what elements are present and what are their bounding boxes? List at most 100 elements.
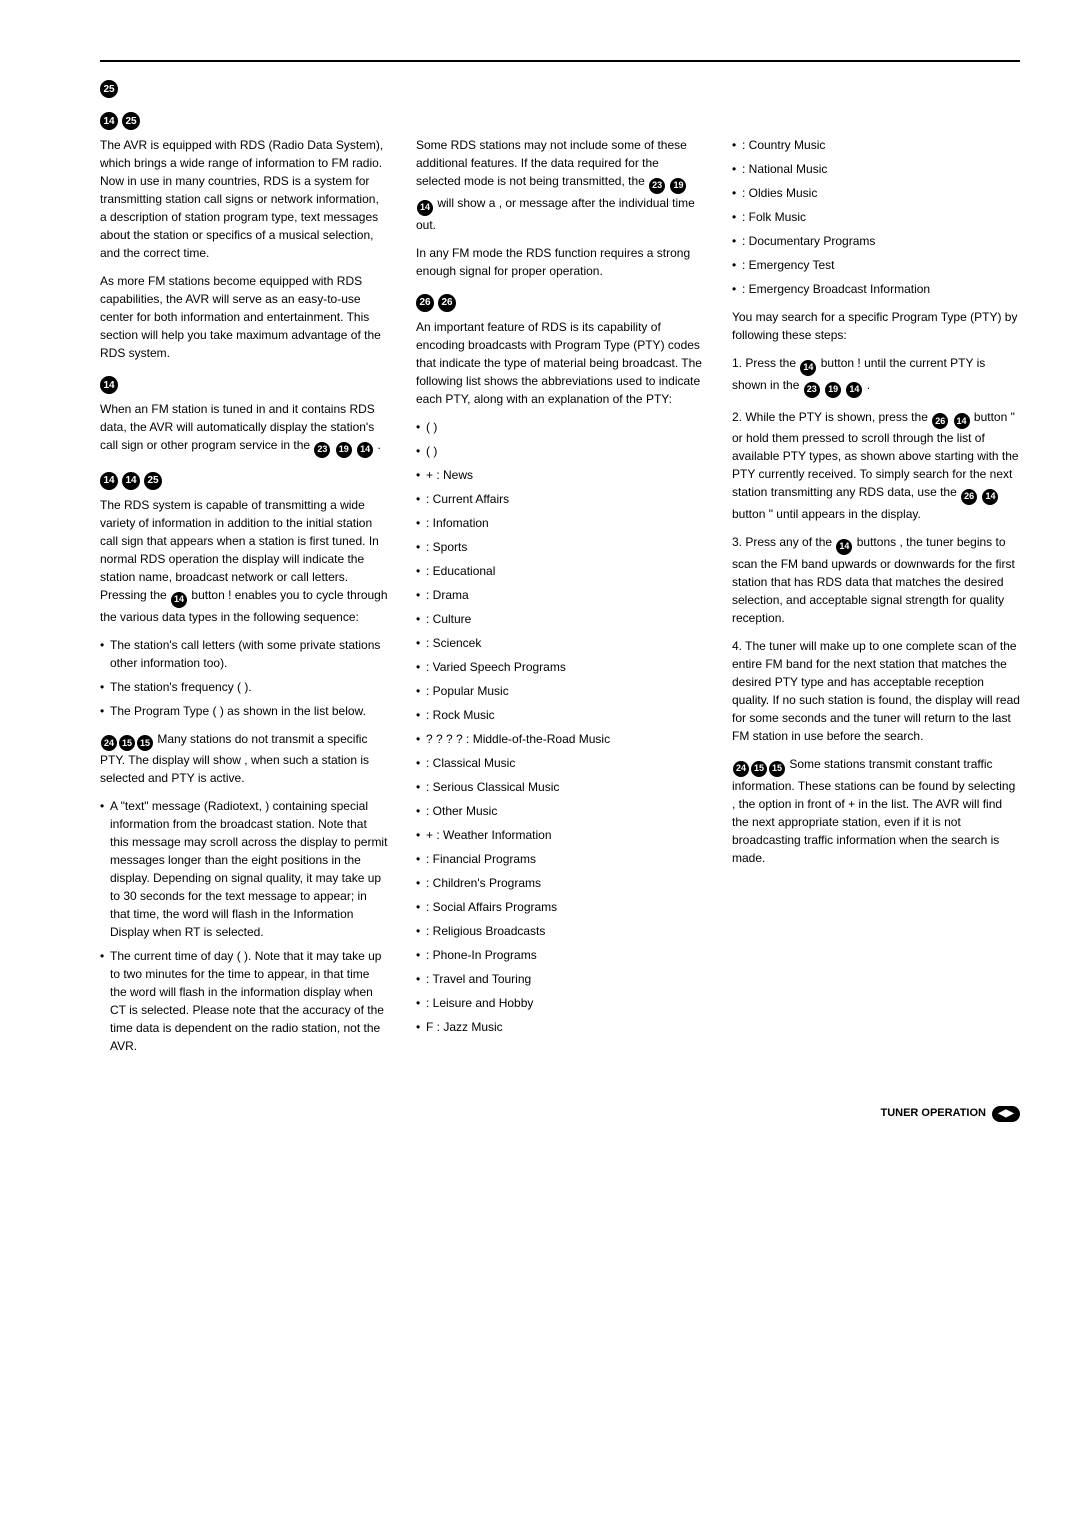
step1a: 1. Press the <box>732 356 796 370</box>
list-item: : Social Affairs Programs <box>416 898 704 916</box>
list-item: : Popular Music <box>416 682 704 700</box>
pty-list: ( ) ( ) + : News : Current Affairs : Inf… <box>416 418 704 1036</box>
list-item: : Financial Programs <box>416 850 704 868</box>
pty-list-2: : Country Music : National Music : Oldie… <box>732 136 1020 298</box>
subsection-display: 14 14 25 <box>100 472 388 490</box>
step2c: button " until appears in the display. <box>732 507 921 521</box>
bullets-1: The station's call letters (with some pr… <box>100 636 388 720</box>
badge-14: 14 <box>100 472 118 490</box>
bullets-2: A "text" message (Radiotext, ) containin… <box>100 797 388 1055</box>
list-item: : Folk Music <box>732 208 1020 226</box>
badge-25: 25 <box>122 112 140 130</box>
p5: Some RDS stations may not include some o… <box>416 136 704 234</box>
p6: In any FM mode the RDS function requires… <box>416 244 704 280</box>
list-item: : Children's Programs <box>416 874 704 892</box>
list-item: : Oldies Music <box>732 184 1020 202</box>
p5a: Some RDS stations may not include some o… <box>416 138 687 188</box>
p3b: . <box>377 438 380 452</box>
badge-14: 14 <box>954 413 970 429</box>
step1: 1. Press the 14 button ! until the curre… <box>732 354 1020 398</box>
list-item: : Emergency Broadcast Information <box>732 280 1020 298</box>
badge-25: 25 <box>144 472 162 490</box>
badge-14: 14 <box>357 442 373 458</box>
list-item: The station's call letters (with some pr… <box>100 636 388 672</box>
p5b: will show a , or message after the indiv… <box>416 196 695 232</box>
step4: 4. The tuner will make up to one complet… <box>732 637 1020 745</box>
list-item: : Classical Music <box>416 754 704 772</box>
list-item: The Program Type ( ) as shown in the lis… <box>100 702 388 720</box>
badge-14: 14 <box>800 360 816 376</box>
list-item: : Drama <box>416 586 704 604</box>
list-item: : Current Affairs <box>416 490 704 508</box>
list-item: ( ) <box>416 418 704 436</box>
list-item: F : Jazz Music <box>416 1018 704 1036</box>
p3a: When an FM station is tuned in and it co… <box>100 402 375 452</box>
note1: 241515 Many stations do not transmit a s… <box>100 730 388 788</box>
step2: 2. While the PTY is shown, press the 26 … <box>732 408 1020 524</box>
badge-26: 26 <box>416 294 434 312</box>
badge-14: 14 <box>982 489 998 505</box>
badge-23: 23 <box>314 442 330 458</box>
badge-23: 23 <box>649 178 665 194</box>
list-item: : Leisure and Hobby <box>416 994 704 1012</box>
list-item: : Varied Speech Programs <box>416 658 704 676</box>
badge-25: 25 <box>100 80 118 98</box>
list-item: The current time of day ( ). Note that i… <box>100 947 388 1055</box>
list-item: The station's frequency ( ). <box>100 678 388 696</box>
badge-26: 26 <box>961 489 977 505</box>
column-3: : Country Music : National Music : Oldie… <box>732 136 1020 1065</box>
badge-26: 26 <box>438 294 456 312</box>
badge-14: 14 <box>836 539 852 555</box>
badge-19: 19 <box>825 382 841 398</box>
list-item: : Travel and Touring <box>416 970 704 988</box>
list-item: + : News <box>416 466 704 484</box>
list-item: : Phone-In Programs <box>416 946 704 964</box>
column-2: Some RDS stations may not include some o… <box>416 136 704 1065</box>
badge-14: 14 <box>417 200 433 216</box>
footer: TUNER OPERATION ◀▶ <box>100 1105 1020 1122</box>
badge-19: 19 <box>336 442 352 458</box>
step1c: . <box>867 378 870 392</box>
list-item: A "text" message (Radiotext, ) containin… <box>100 797 388 941</box>
three-column-layout: The AVR is equipped with RDS (Radio Data… <box>100 136 1020 1065</box>
p3: When an FM station is tuned in and it co… <box>100 400 388 458</box>
list-item: : Culture <box>416 610 704 628</box>
p4: The RDS system is capable of transmittin… <box>100 496 388 626</box>
note2: 241515 Some stations transmit constant t… <box>732 755 1020 867</box>
intro-p1: The AVR is equipped with RDS (Radio Data… <box>100 136 388 262</box>
list-item: : Serious Classical Music <box>416 778 704 796</box>
badge-24: 24 <box>101 735 117 751</box>
subsection-rds: 14 25 <box>100 112 1020 130</box>
list-item: ? ? ? ? : Middle-of-the-Road Music <box>416 730 704 748</box>
list-item: : Infomation <box>416 514 704 532</box>
badge-14: 14 <box>846 382 862 398</box>
badge-23: 23 <box>804 382 820 398</box>
step2a: 2. While the PTY is shown, press the <box>732 410 928 424</box>
column-1: The AVR is equipped with RDS (Radio Data… <box>100 136 388 1065</box>
badge-14: 14 <box>122 472 140 490</box>
list-item: : Rock Music <box>416 706 704 724</box>
list-item: : Educational <box>416 562 704 580</box>
list-item: : Other Music <box>416 802 704 820</box>
list-item: ( ) <box>416 442 704 460</box>
badge-14: 14 <box>100 112 118 130</box>
list-item: : National Music <box>732 160 1020 178</box>
list-item: + : Weather Information <box>416 826 704 844</box>
list-item: : Sports <box>416 538 704 556</box>
top-rule <box>100 60 1020 62</box>
list-item: : Religious Broadcasts <box>416 922 704 940</box>
badge-14: 14 <box>100 376 118 394</box>
step3: 3. Press any of the 14 buttons , the tun… <box>732 533 1020 627</box>
page-pill: ◀▶ <box>992 1106 1020 1122</box>
intro-p2: As more FM stations become equipped with… <box>100 272 388 362</box>
list-item: : Emergency Test <box>732 256 1020 274</box>
badge-15b: 15 <box>769 761 785 777</box>
p8: You may search for a specific Program Ty… <box>732 308 1020 344</box>
list-item: : Sciencek <box>416 634 704 652</box>
p4a: The RDS system is capable of transmittin… <box>100 498 379 602</box>
footer-text: TUNER OPERATION <box>880 1105 986 1122</box>
section-title: 25 <box>100 80 1020 98</box>
p7: An important feature of RDS is its capab… <box>416 318 704 408</box>
badge-15: 15 <box>751 761 767 777</box>
subsection-pty: 26 26 <box>416 294 704 312</box>
